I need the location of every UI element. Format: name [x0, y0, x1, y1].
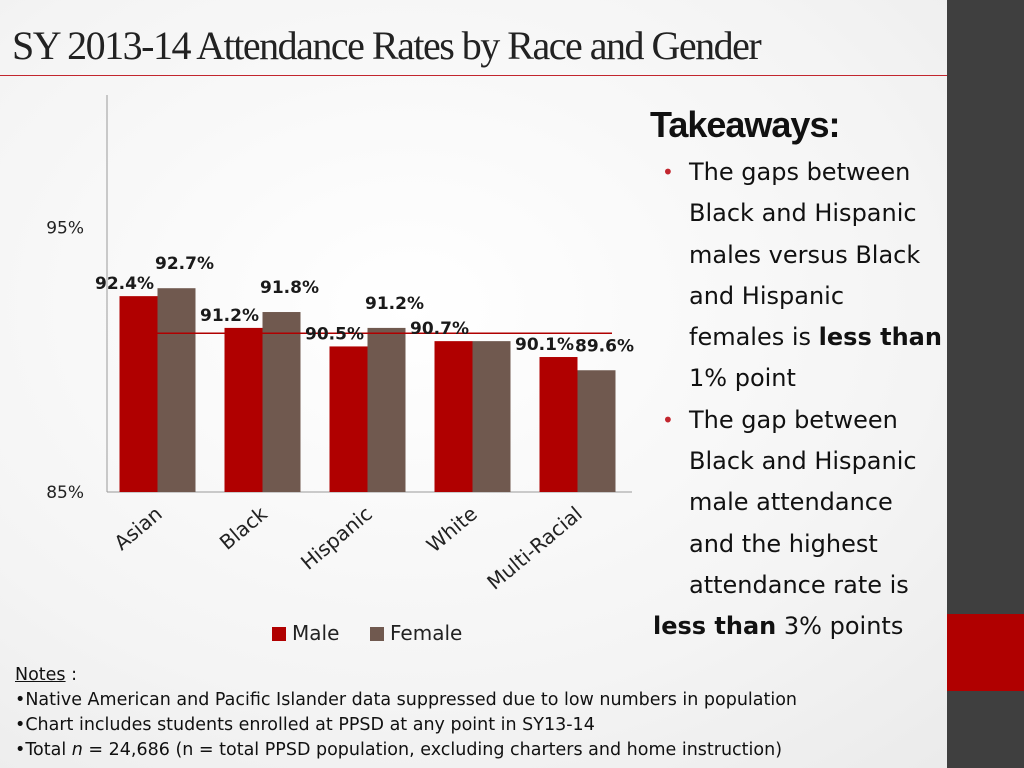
takeaway-text: Black and Hispanic	[689, 199, 917, 228]
takeaways-heading: Takeaways:	[650, 104, 840, 145]
bullet-icon: •	[662, 160, 674, 184]
notes-label-suffix: :	[65, 665, 78, 685]
data-label-female: 92.7%	[155, 254, 214, 274]
x-tick-label: Hispanic	[296, 501, 377, 574]
bar-male-multi-racial	[539, 357, 578, 492]
bar-female-white	[472, 341, 511, 492]
takeaways-list: • The gaps between Black and Hispanic ma…	[650, 152, 945, 648]
legend-swatch-male	[272, 627, 286, 641]
takeaway-text: Black and Hispanic	[689, 447, 917, 476]
takeaway-item-2: • The gap between Black and Hispanic mal…	[650, 400, 945, 648]
x-tick-label: Multi-Racial	[482, 501, 586, 594]
data-label-male: 90.1%	[515, 335, 574, 355]
bar-female-multi-racial	[577, 370, 616, 492]
takeaway-emphasis: less than	[653, 612, 777, 641]
data-label-male: 90.5%	[305, 324, 364, 344]
x-tick-label: Asian	[109, 501, 166, 554]
takeaway-text: and the highest	[689, 529, 878, 558]
data-label-male: 90.7%	[410, 319, 469, 339]
attendance-bar-chart: 85% 95% Asian Black Hispanic White Multi-Racia…	[46, 95, 634, 645]
bar-female-hispanic	[367, 327, 406, 492]
bar-female-asian	[157, 288, 196, 492]
data-label-female: 91.2%	[365, 294, 424, 314]
data-label-male: 92.4%	[95, 274, 154, 294]
bar-female-black	[262, 312, 301, 492]
takeaway-text: females is	[689, 323, 819, 352]
takeaways-panel: Takeaways: • The gaps between Black and …	[650, 104, 945, 648]
takeaway-text: and Hispanic	[689, 281, 845, 310]
takeaway-last-line: less than 3% points	[653, 606, 903, 647]
takeaway-text: male attendance	[689, 488, 893, 517]
bar-male-hispanic	[329, 346, 368, 492]
data-label-female: 89.6%	[575, 336, 634, 356]
note-text: Chart includes students enrolled at PPSD…	[25, 715, 595, 735]
takeaway-text: 1% point	[689, 364, 796, 393]
note-text: = 24,686 (n = total PPSD population, exc…	[82, 740, 783, 760]
right-sidebar-accent	[947, 614, 1024, 691]
takeaway-text: The gaps between	[689, 158, 911, 186]
takeaway-text: The gap between	[689, 405, 898, 434]
takeaway-item-1: • The gaps between Black and Hispanic ma…	[650, 152, 945, 400]
plot-area	[106, 95, 632, 493]
takeaway-text: attendance rate is	[689, 570, 909, 599]
y-tick-label: 85%	[46, 483, 84, 503]
note-n-italic: n	[71, 740, 83, 760]
legend-swatch-female	[370, 627, 384, 641]
notes-section: Notes : •Native American and Pacific Isl…	[15, 663, 797, 763]
note-text: Native American and Pacific Islander dat…	[25, 690, 798, 710]
x-tick-label: White	[422, 501, 482, 557]
legend-label-male: Male	[292, 621, 339, 645]
notes-label: Notes	[15, 665, 66, 685]
note-item: •Total n = 24,686 (n = total PPSD popula…	[15, 740, 783, 760]
takeaway-text: males versus Black	[689, 240, 921, 269]
slide-title: SY 2013-14 Attendance Rates by Race and …	[12, 23, 762, 68]
data-label-male: 91.2%	[200, 306, 259, 326]
bar-male-white	[434, 341, 473, 492]
legend-label-female: Female	[390, 621, 462, 645]
data-label-female: 91.8%	[260, 278, 319, 298]
takeaway-text: 3% points	[776, 612, 904, 641]
x-tick-label: Black	[215, 501, 272, 554]
title-underline	[0, 75, 947, 76]
takeaway-emphasis: less than	[818, 323, 942, 352]
notes-header: Notes :	[15, 663, 797, 688]
bar-male-black	[224, 327, 263, 492]
chart-legend: Male Female	[272, 621, 462, 645]
y-tick-label: 95%	[46, 218, 84, 238]
note-item: •Chart includes students enrolled at PPS…	[15, 715, 595, 735]
bullet-icon: •	[662, 407, 674, 432]
note-text: Total	[25, 740, 72, 760]
note-item: •Native American and Pacific Islander da…	[15, 690, 798, 710]
bar-male-asian	[119, 296, 158, 492]
